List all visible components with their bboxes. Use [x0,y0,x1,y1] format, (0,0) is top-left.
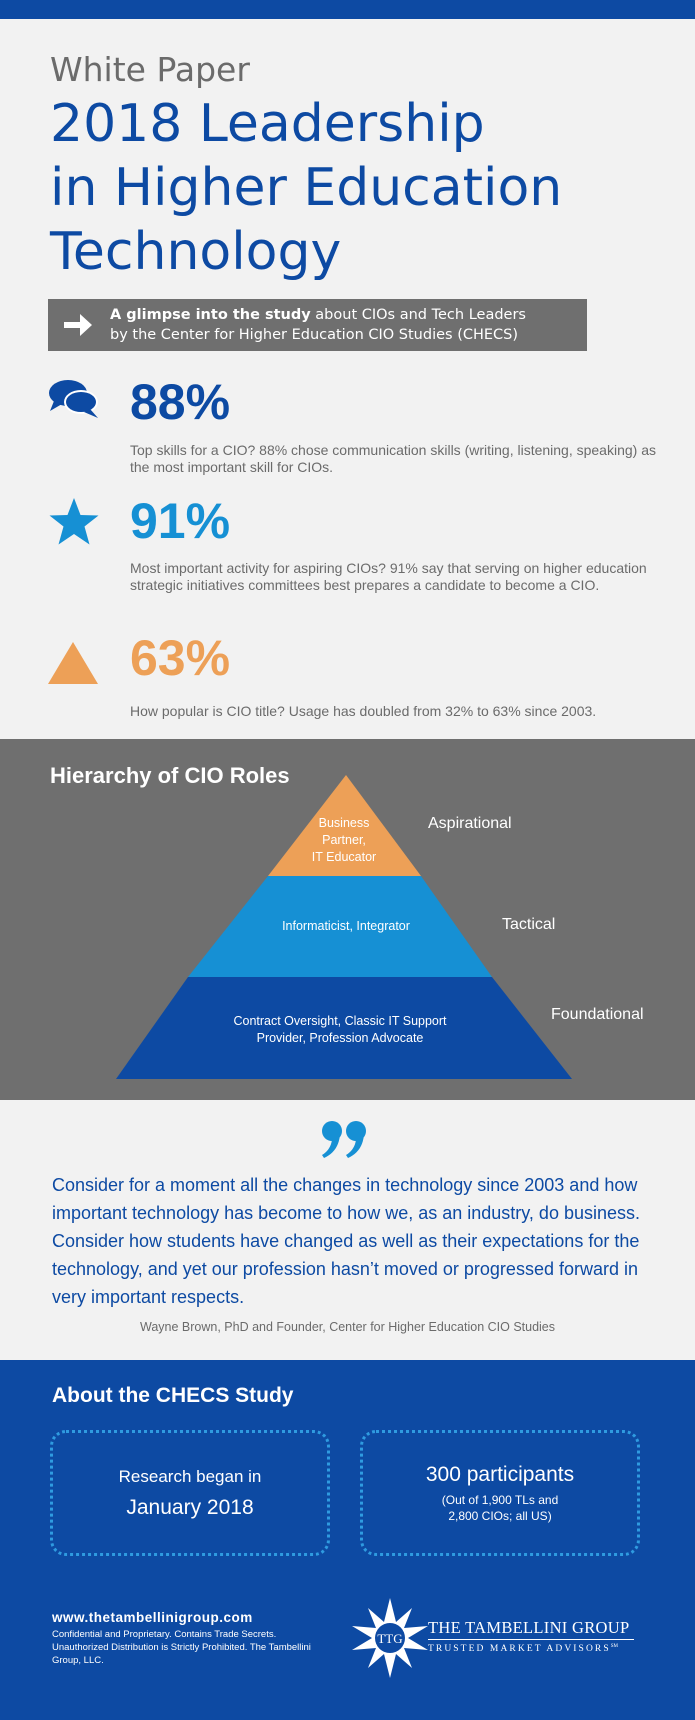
tier-aspirational-shape [268,775,421,876]
role-line: Contract Oversight, Classic IT Support [233,1014,447,1028]
about-section: About the CHECS Study Research began in … [0,1360,695,1720]
tier-aspirational-label: Aspirational [428,815,512,832]
logo-divider [428,1639,634,1640]
banner-bold: A glimpse into the study [110,307,311,323]
box-line: Research began in [118,1467,262,1486]
tier-tactical-shape [188,876,492,977]
tier-foundational-shape [116,977,572,1079]
tagline-text: TRUSTED MARKET ADVISORS [428,1644,611,1655]
title-line: in Higher Education [50,158,563,218]
tier-aspirational-roles: Business Partner, IT Educator [278,815,410,866]
about-title: About the CHECS Study [52,1384,294,1407]
banner-text: A glimpse into the study about CIOs and … [110,305,526,345]
role-line: Business [318,816,370,830]
stat-description: How popular is CIO title? Usage has doub… [130,703,597,719]
top-bar [0,0,695,19]
hierarchy-title: Hierarchy of CIO Roles [50,763,290,788]
banner-line2: by the Center for Higher Education CIO S… [110,327,519,343]
stat-value: 91% [130,493,231,549]
title-line: Technology [50,222,342,282]
role-line: Informaticist, Integrator [282,919,410,933]
study-banner: A glimpse into the study about CIOs and … [48,299,587,351]
role-line: Partner, [322,833,366,847]
stat-value: 63% [130,630,231,686]
header: White Paper 2018 Leadership in Higher Ed… [50,50,670,284]
tier-tactical-roles: Informaticist, Integrator [236,918,456,935]
hierarchy-section: Hierarchy of CIO Roles Business Partner,… [0,739,695,1100]
box-highlight: 300 participants [425,1463,575,1486]
title-line: 2018 Leadership [50,94,485,154]
legal-notice: Confidential and Proprietary. Contains T… [52,1629,311,1666]
role-line: Provider, Profession Advocate [256,1031,424,1045]
tier-tactical-label: Tactical [502,916,556,933]
banner-line1-rest: about CIOs and Tech Leaders [310,307,526,323]
arrow-right-icon [64,314,92,336]
box-line: (Out of 1,900 TLs and [441,1493,559,1507]
tier-foundational-roles: Contract Oversight, Classic IT Support P… [200,1013,480,1047]
tambellini-logo-icon: TTG [352,1598,428,1678]
logo-tagline: TRUSTED MARKET ADVISORSSM [428,1644,618,1654]
stat-description: Top skills for a CIO? 88% chose communic… [130,442,656,475]
research-start-box: Research began in January 2018 [50,1430,330,1556]
hierarchy-pyramid [116,775,572,1079]
box-line: 2,800 CIOs; all US) [448,1509,552,1523]
tier-foundational-label: Foundational [551,1006,644,1023]
role-line: IT Educator [311,850,377,864]
website-link[interactable]: www.thetambellinigroup.com [52,1610,253,1625]
page-title: 2018 Leadership in Higher Education Tech… [50,92,670,284]
box-highlight: January 2018 [126,1496,254,1519]
logo-name: THE TAMBELLINI GROUP [428,1618,630,1637]
quote-text: Consider for a moment all the changes in… [52,1175,640,1307]
quote-attribution: Wayne Brown, PhD and Founder, Center for… [139,1320,556,1334]
stat-value: 88% [130,374,231,430]
kicker: White Paper [50,50,250,89]
service-mark: SM [610,1644,618,1649]
logo-monogram: TTG [377,1631,402,1646]
stat-description: Most important activity for aspiring CIO… [130,560,647,593]
star-icon [49,498,99,545]
speech-bubbles-icon [49,380,98,418]
triangle-icon [48,642,98,684]
participants-box: 300 participants (Out of 1,900 TLs and 2… [360,1430,640,1556]
quote-mark-icon [322,1121,366,1158]
